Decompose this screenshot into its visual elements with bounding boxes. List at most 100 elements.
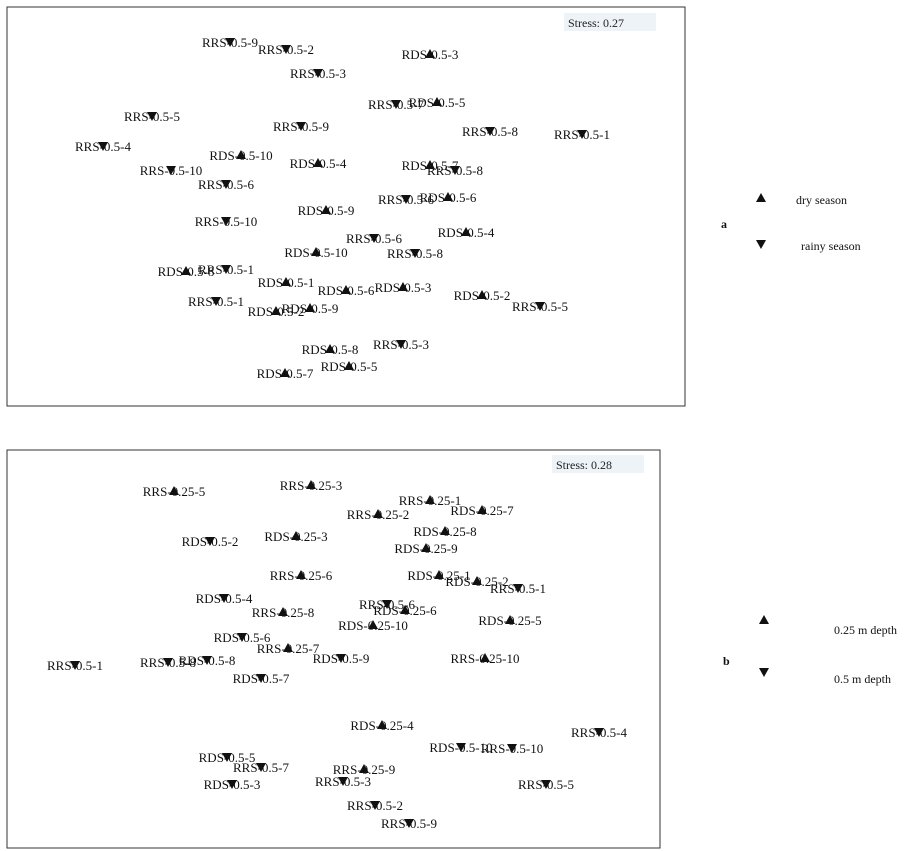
panel-a-point-marker-12 <box>166 166 176 175</box>
panel-b-point-marker-24 <box>163 658 173 667</box>
panel-a-point-label-25: RDS-0.5-8 <box>158 264 215 279</box>
panel-a-points: RRS-0.5-9 RRS-0.5-2 RDS-0.5-3RRS-0.5-3RRS-… <box>75 35 610 381</box>
panel-b-stress: Stress: 0.28 <box>556 458 612 472</box>
panel-b-point-label-13: RDS-0.5-4 <box>196 591 253 606</box>
panel-a-point-marker-13 <box>313 158 323 167</box>
panel-b-point-marker-19 <box>237 633 247 642</box>
panel-b-point-marker-31 <box>222 753 232 762</box>
legend-b-marker-up <box>759 615 769 624</box>
panel-a-point-label-22: RRS-0.5-6 <box>346 231 402 246</box>
panel-b-point-marker-20 <box>283 643 293 652</box>
panel-b-point-label-33: RRS-0.25-9 <box>333 762 395 777</box>
panel-b-point-marker-38 <box>404 819 414 828</box>
panel-b-point-label-28: RRS-0.5-4 <box>571 725 627 740</box>
panel-a-point-label-6: RDS-0.5-5 <box>409 95 466 110</box>
panel-b-point-marker-30 <box>507 744 517 753</box>
panel-b-point-label-11: RDS-0.25-2 <box>445 574 508 589</box>
panel-a-point-label-10: RRS-0.5-4 <box>75 139 131 154</box>
panel-b-point-label-12: RRS-0.5-1 <box>490 581 546 596</box>
panel-b-point-marker-17 <box>368 620 378 629</box>
panel-b-point-marker-22 <box>480 653 490 662</box>
panel-a-point-marker-27 <box>281 277 291 286</box>
panel-a-point-label-13: RDS-0.5-4 <box>290 156 347 171</box>
panel-a-point-label-26: RRS-0.5-1 <box>198 262 254 277</box>
panel-b-point-label-1: RRS-0.25-3 <box>280 478 342 493</box>
panel-a-point-label-2: RDS-0.5-3 <box>402 47 459 62</box>
panel-b-point-marker-13 <box>219 594 229 603</box>
panel-a-point-label-14: RDS-0.5-7 <box>402 158 459 173</box>
panel-b-point-marker-33 <box>359 764 369 773</box>
panel-a-point-marker-24 <box>410 249 420 258</box>
panel-b-point-label-0: RRS-0.25-5 <box>143 484 205 499</box>
panel-b-point-label-20: RRS-0.25-7 <box>257 641 320 656</box>
panel-a-point-marker-14 <box>425 160 435 169</box>
panel-a-point-marker-32 <box>271 306 281 315</box>
panel-b-point-label-2: RRS-0.25-1 <box>399 493 461 508</box>
panel-a-point-marker-28 <box>398 282 408 291</box>
panel-a-point-label-28: RDS-0.5-3 <box>375 280 432 295</box>
panel-a-point-marker-11 <box>236 150 246 159</box>
panel-a-point-marker-7 <box>296 122 306 131</box>
panel-b-point-marker-0 <box>169 486 179 495</box>
panel-b-point-marker-11 <box>472 576 482 585</box>
panel-a-point-marker-25 <box>181 266 191 275</box>
panel-a-point-label-35: RRS-0.5-3 <box>373 337 429 352</box>
panel-a-point-marker-37 <box>344 361 354 370</box>
panel-a-point-marker-36 <box>325 344 335 353</box>
panel-a-point-label-4: RRS-0.5-5 <box>124 109 180 124</box>
panel-b-point-label-21: RDS-0.5-9 <box>313 651 370 666</box>
panel-a-point-marker-0 <box>225 38 235 47</box>
panel-a-point-marker-5 <box>391 100 401 109</box>
panel-b-point-marker-34 <box>541 780 551 789</box>
panel-b-point-label-31: RDS-0.5-5 <box>199 750 256 765</box>
panel-a-point-label-36: RDS-0.5-8 <box>302 342 359 357</box>
panel-a-point-label-19: RDS-0.5-9 <box>298 203 355 218</box>
panel-b-point-marker-4 <box>477 505 487 514</box>
panel-a-point-marker-20 <box>221 217 231 226</box>
panel-b-point-marker-29 <box>456 743 466 752</box>
panel-b-point-label-6: RDS-0.5-2 <box>182 534 239 549</box>
panel-a-point-marker-30 <box>477 290 487 299</box>
panel-a-point-marker-18 <box>443 192 453 201</box>
panel-b-point-marker-18 <box>505 615 515 624</box>
panel-b-point-marker-2 <box>425 495 435 504</box>
panel-b-point-label-37: RRS-0.5-2 <box>347 798 403 813</box>
panel-b-point-label-16: RDS-0.25-6 <box>373 603 437 618</box>
panel-b-legend: 0.25 m depth 0.5 m depth <box>759 615 897 686</box>
panel-b-point-marker-35 <box>227 780 237 789</box>
panel-a-point-marker-38 <box>280 368 290 377</box>
panel-b-point-marker-36 <box>338 777 348 786</box>
panel-a-point-label-30: RDS-0.5-2 <box>454 288 511 303</box>
panel-a-point-marker-8 <box>485 127 495 136</box>
panel-b-points: RRS-0.25-5 RRS-0.25-3 RRS-0.25-1RRS-0.25-2… <box>47 478 627 831</box>
panel-a-point-label-12: RRS-0.5-10 <box>140 163 202 178</box>
panel-b-point-label-36: RRS-0.5-3 <box>315 774 371 789</box>
panel-b-point-marker-25 <box>202 656 212 665</box>
panel-b-point-label-14: RRS-0.25-8 <box>252 605 314 620</box>
panel-b-point-label-10: RDS-0.25-1 <box>407 568 470 583</box>
panel-b-stress-box <box>552 455 644 473</box>
panel-b-point-marker-14 <box>278 607 288 616</box>
panel-a-point-marker-4 <box>147 112 157 121</box>
panel-a-point-label-0: RRS-0.5-9 <box>202 35 258 50</box>
panel-a-point-marker-10 <box>98 142 108 151</box>
panel-a-point-label-17: RRS-0.5-6 <box>378 192 434 207</box>
panel-a-point-label-21: RDS-0.5-4 <box>438 225 495 240</box>
legend-b-label-down: 0.5 m depth <box>834 672 891 686</box>
panel-a-point-marker-6 <box>432 97 442 106</box>
panel-b-point-marker-9 <box>296 570 306 579</box>
panel-b-point-label-15: RRS-0.5-6 <box>359 597 415 612</box>
panel-a-point-label-7: RRS-0.5-9 <box>273 119 329 134</box>
panel-b-point-marker-12 <box>513 584 523 593</box>
panel-a-point-marker-3 <box>313 69 323 78</box>
panel-b-frame <box>6 449 661 849</box>
panel-a-point-marker-33 <box>305 303 315 312</box>
panel-b-point-marker-23 <box>70 661 80 670</box>
panel-a-point-label-23: RDS-0.5-10 <box>284 245 347 260</box>
panel-a-point-label-8: RRS-0.5-8 <box>462 124 518 139</box>
panel-a-point-label-24: RRS-0.5-8 <box>387 246 443 261</box>
panel-a-point-label-18: RDS-0.5-6 <box>420 190 477 205</box>
panel-a-point-marker-23 <box>311 247 321 256</box>
panel-b-point-marker-5 <box>440 526 450 535</box>
